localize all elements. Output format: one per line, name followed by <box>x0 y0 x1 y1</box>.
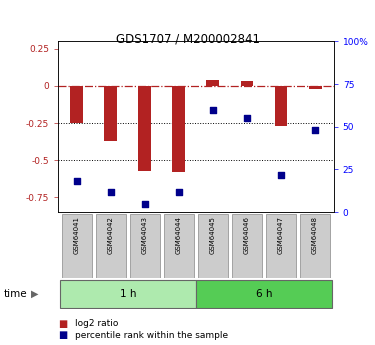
Text: 6 h: 6 h <box>256 289 272 298</box>
Bar <box>300 214 330 278</box>
Text: GSM64046: GSM64046 <box>244 216 250 255</box>
Point <box>244 116 250 121</box>
Text: time: time <box>4 289 27 299</box>
Bar <box>198 214 228 278</box>
Bar <box>130 214 160 278</box>
Bar <box>164 214 194 278</box>
Text: ■: ■ <box>58 331 68 340</box>
Bar <box>96 214 126 278</box>
Text: ■: ■ <box>58 319 68 328</box>
Bar <box>196 280 332 307</box>
Bar <box>232 214 262 278</box>
Point <box>312 127 318 133</box>
Point <box>176 189 182 195</box>
Text: GSM64044: GSM64044 <box>176 216 182 254</box>
Point <box>278 172 284 177</box>
Text: GSM64042: GSM64042 <box>108 216 114 254</box>
Bar <box>172 86 185 172</box>
Text: GSM64043: GSM64043 <box>142 216 148 255</box>
Text: GDS1707 / M200002841: GDS1707 / M200002841 <box>116 33 260 46</box>
Text: GSM64048: GSM64048 <box>312 216 318 255</box>
Bar <box>138 86 152 170</box>
Text: log2 ratio: log2 ratio <box>75 319 118 328</box>
Text: 1 h: 1 h <box>120 289 136 298</box>
Bar <box>207 80 219 86</box>
Text: ▶: ▶ <box>31 289 38 299</box>
Point <box>74 179 80 184</box>
Bar <box>104 86 117 141</box>
Bar <box>240 81 254 86</box>
Bar <box>266 214 296 278</box>
Text: percentile rank within the sample: percentile rank within the sample <box>75 331 228 340</box>
Bar <box>62 214 92 278</box>
Text: GSM64047: GSM64047 <box>278 216 284 255</box>
Bar <box>60 280 196 307</box>
Text: GSM64045: GSM64045 <box>210 216 216 254</box>
Bar <box>309 86 321 89</box>
Point <box>108 189 114 195</box>
Point <box>210 107 216 112</box>
Point <box>142 201 148 206</box>
Bar <box>274 86 288 126</box>
Text: GSM64041: GSM64041 <box>74 216 80 255</box>
Bar <box>70 86 83 123</box>
